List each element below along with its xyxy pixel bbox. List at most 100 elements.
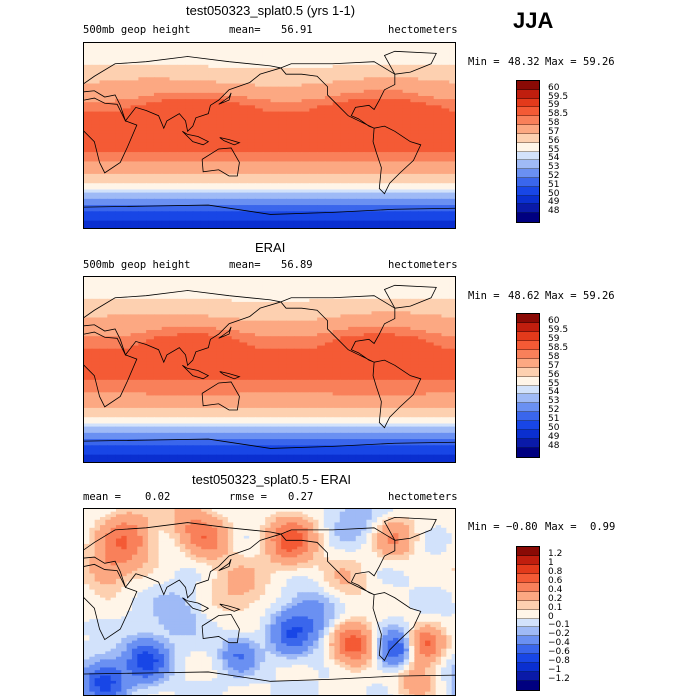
field-cell: [324, 386, 334, 390]
field-cell: [418, 139, 427, 144]
field-cell: [402, 120, 411, 125]
field-cell: [107, 186, 116, 191]
field-cell: [363, 55, 373, 60]
field-cell: [317, 286, 326, 291]
field-cell: [348, 80, 357, 85]
field-cell: [410, 49, 419, 53]
field-cell: [247, 358, 256, 362]
field-cell: [84, 198, 93, 203]
field-cell: [153, 142, 163, 147]
field-cell: [169, 136, 178, 141]
field-cell: [278, 354, 287, 359]
field-cell: [394, 95, 404, 100]
field-cell: [301, 404, 310, 409]
field-cell: [371, 370, 380, 375]
field-cell: [449, 170, 455, 175]
field-cell: [324, 311, 334, 315]
field-cell: [107, 133, 116, 138]
field-cell: [309, 43, 318, 47]
colorbar-tick-label: 57: [548, 126, 560, 137]
field-cell: [394, 80, 404, 85]
field-cell: [324, 198, 334, 203]
field-cell: [239, 317, 248, 322]
field-cell: [107, 164, 116, 169]
field-cell: [441, 74, 450, 78]
field-cell: [286, 74, 295, 78]
field-cell: [223, 136, 233, 141]
field-cell: [355, 99, 365, 103]
field-cell: [153, 364, 163, 368]
field-cell: [425, 92, 435, 97]
field-cell: [177, 382, 186, 387]
field-cell: [84, 83, 93, 88]
colorbar-swatch: [517, 160, 539, 170]
field-cell: [387, 55, 396, 60]
field-cell: [286, 167, 295, 172]
field-cell: [379, 301, 388, 306]
field-cell: [309, 155, 318, 159]
field-cell: [286, 351, 295, 356]
field-cell: [433, 223, 443, 228]
field-cell: [286, 189, 295, 194]
field-cell: [130, 92, 139, 97]
field-cell: [169, 67, 178, 72]
field-cell: [371, 145, 380, 150]
field-cell: [355, 105, 365, 110]
field-cell: [270, 52, 279, 57]
field-cell: [254, 83, 264, 88]
field-cell: [91, 354, 101, 359]
field-cell: [200, 376, 209, 381]
field-cell: [122, 283, 132, 287]
field-cell: [200, 95, 209, 100]
field-cell: [107, 289, 116, 294]
field-cell: [410, 133, 419, 138]
field-cell: [200, 133, 209, 138]
field-cell: [418, 223, 427, 228]
field-cell: [317, 404, 326, 409]
field-cell: [185, 111, 194, 116]
field-cell: [185, 161, 194, 166]
field-cell: [402, 342, 411, 347]
field-cell: [410, 111, 419, 116]
field-cell: [153, 55, 163, 60]
field-cell: [247, 152, 256, 156]
field-cell: [324, 111, 334, 116]
field-cell: [379, 320, 388, 325]
field-cell: [262, 298, 272, 303]
field-cell: [379, 339, 388, 344]
field-cell: [301, 345, 310, 350]
field-cell: [177, 339, 186, 344]
field-cell: [410, 386, 419, 390]
field-cell: [301, 177, 310, 181]
field-cell: [418, 198, 427, 203]
field-cell: [317, 198, 326, 203]
field-cell: [138, 286, 147, 291]
field-cell: [340, 130, 349, 134]
field-cell: [146, 280, 155, 284]
field-cell: [138, 376, 147, 381]
field-cell: [394, 364, 404, 368]
field-cell: [418, 67, 427, 72]
field-cell: [99, 173, 108, 178]
field-cell: [348, 305, 357, 309]
field-cell: [84, 86, 93, 91]
field-cell: [340, 155, 349, 159]
field-cell: [208, 289, 217, 294]
field-cell: [332, 95, 342, 100]
field-cell: [254, 158, 264, 163]
field-cell: [262, 367, 272, 372]
field-cell: [418, 89, 427, 94]
field-cell: [317, 226, 326, 228]
field-cell: [425, 161, 435, 166]
field-cell: [286, 283, 295, 287]
field-cell: [107, 320, 116, 325]
field-cell: [371, 71, 380, 75]
field-cell: [91, 133, 101, 138]
field-cell: [107, 139, 116, 144]
field-cell: [449, 180, 455, 184]
field-cell: [107, 189, 116, 194]
field-cell: [340, 320, 349, 325]
field-cell: [418, 379, 427, 384]
field-cell: [379, 74, 388, 78]
field-cell: [286, 201, 295, 206]
